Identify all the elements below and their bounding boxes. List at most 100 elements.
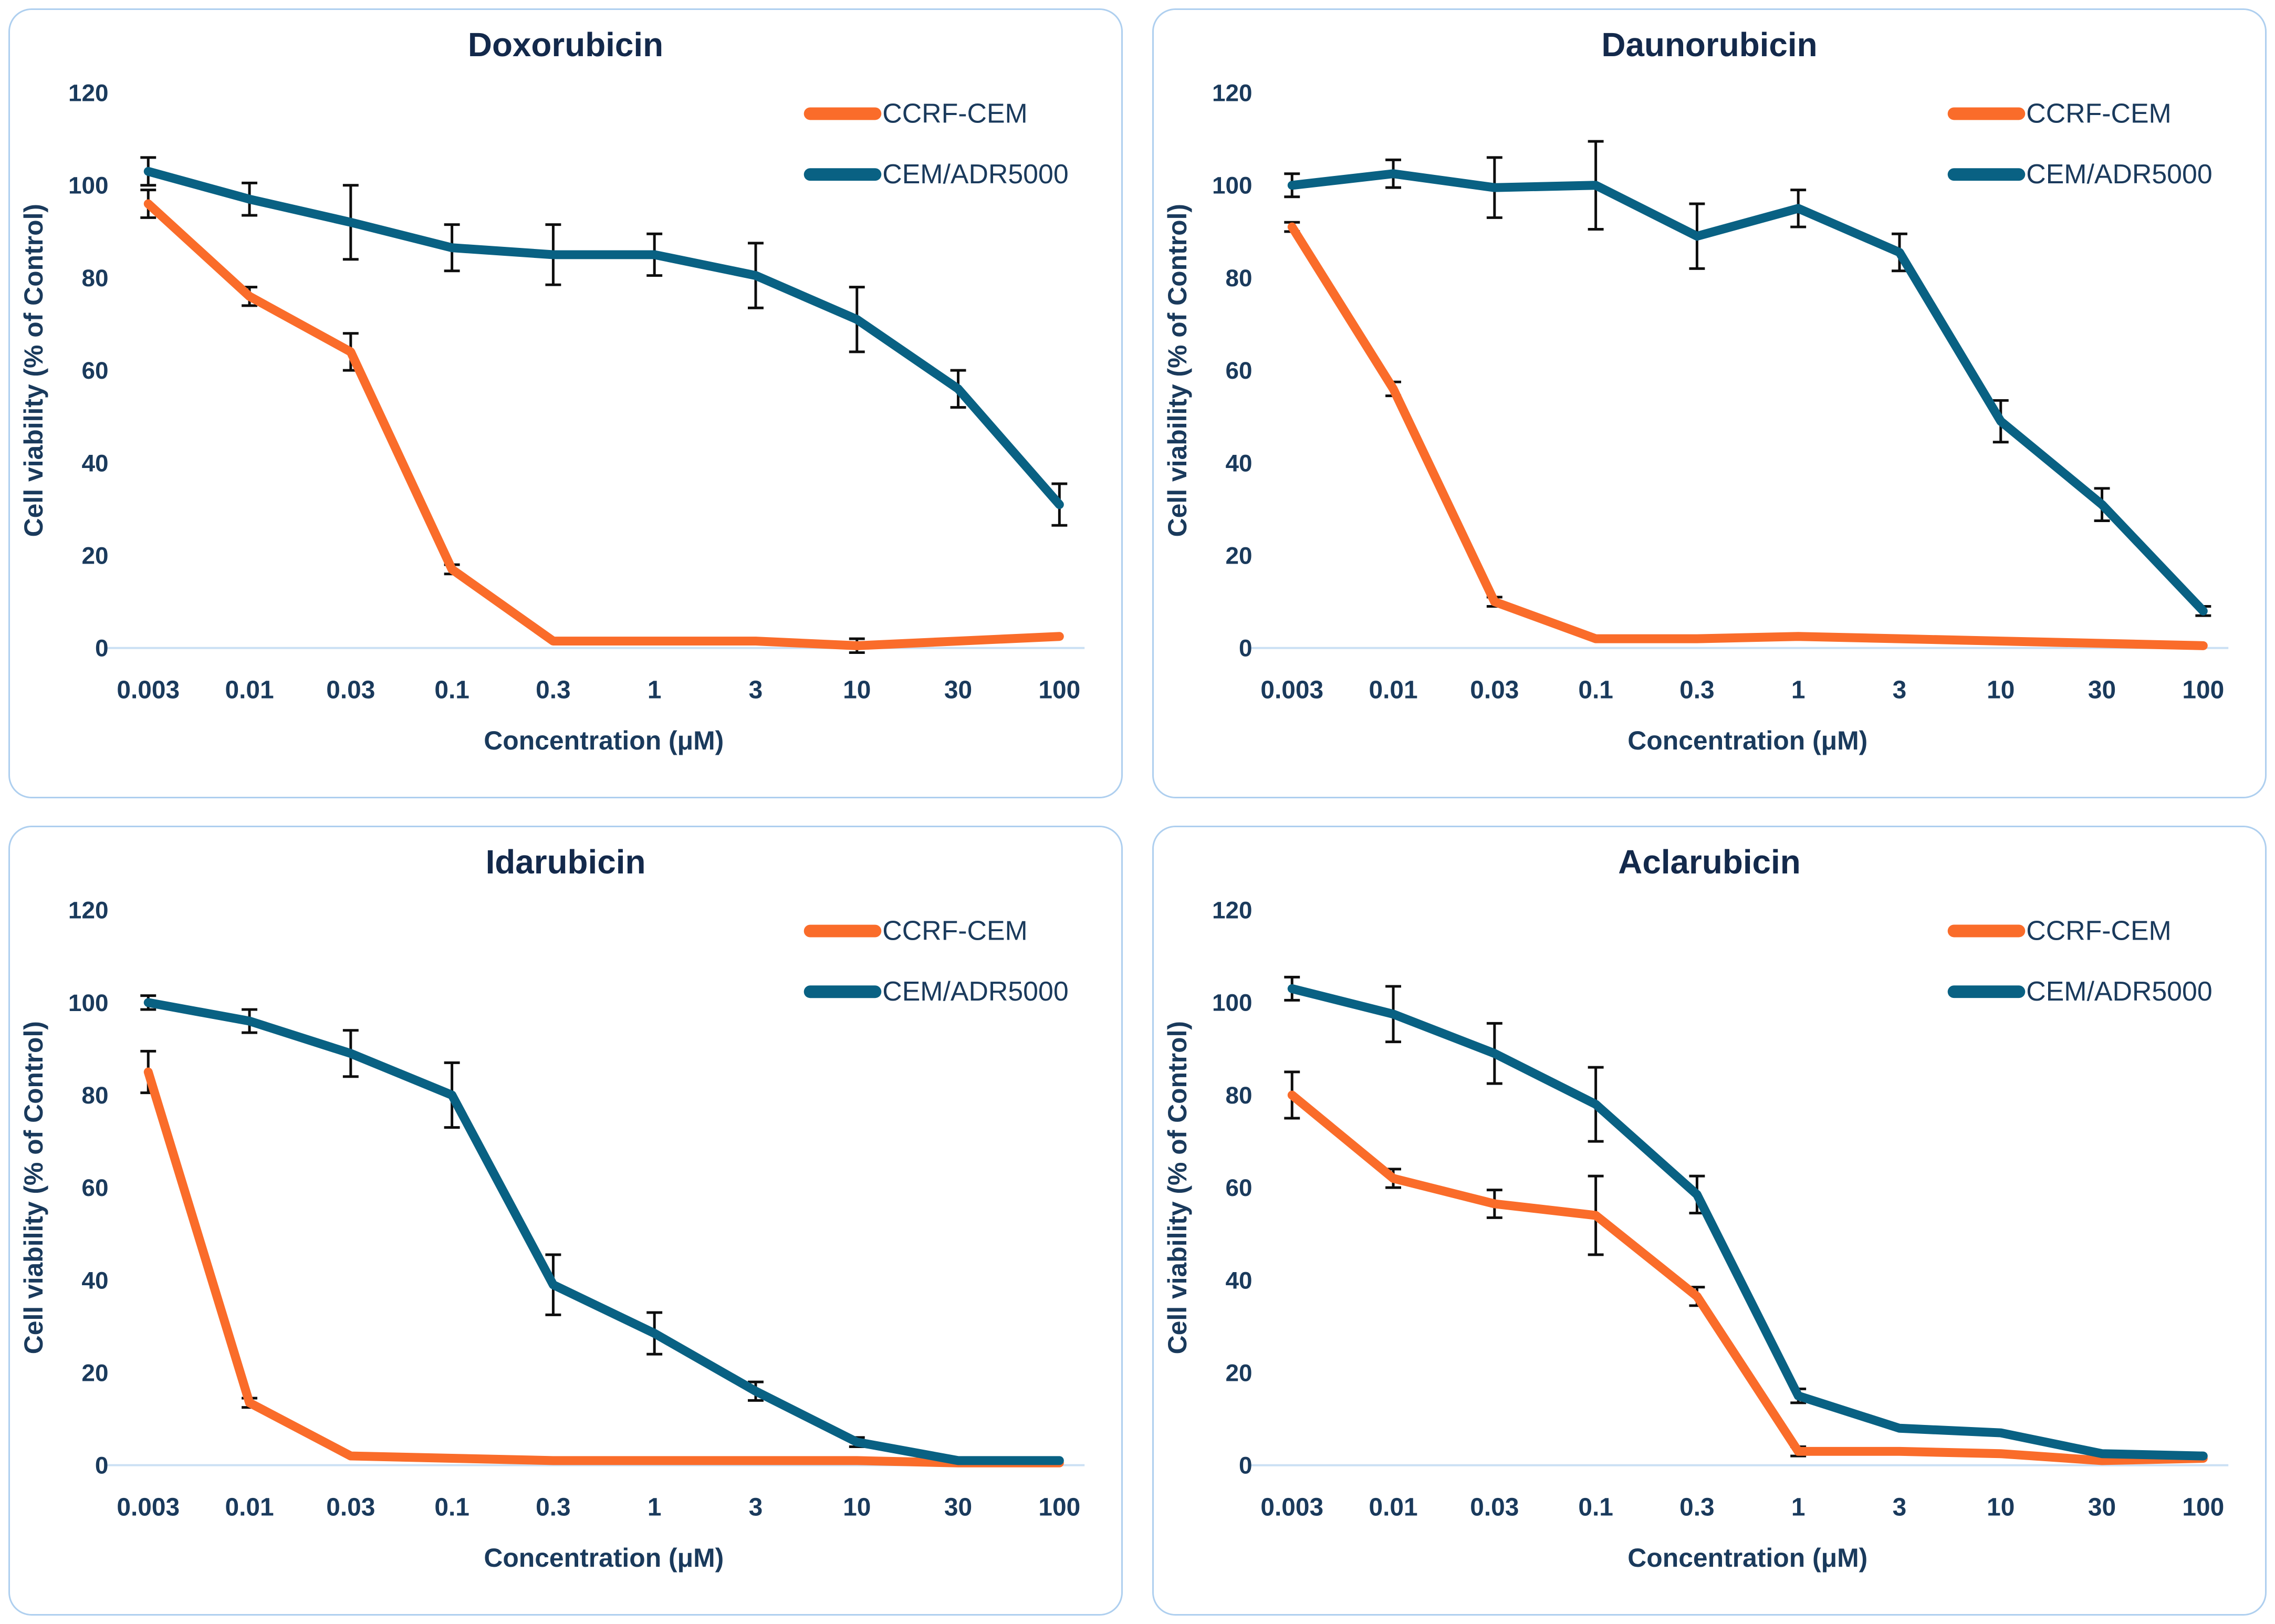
x-tick-label: 30 [944,676,972,704]
chart-idarubicin: Idarubicin 0 20 40 60 80 100 120 0.003 0.01 0.03 0.… [19,843,1085,1573]
x-tick-label: 0.01 [1369,1493,1417,1521]
y-tick-label: 60 [81,1174,108,1201]
series-line-cem-adr5000 [1287,984,2208,1461]
legend-label: CCRF-CEM [882,98,1027,128]
x-tick-label: 3 [749,1493,763,1521]
y-tick-label: 0 [95,634,109,662]
x-tick-label: 0.003 [1260,1493,1323,1521]
y-tick-label: 80 [1225,1081,1252,1109]
chart-doxorubicin: Doxorubicin 0 20 40 60 80 100 120 0.003 0.01 0.03 0… [19,26,1085,755]
x-tick-label: 100 [2182,1493,2224,1521]
y-tick-label: 80 [1225,264,1252,292]
y-axis-label: Cell viability (% of Control) [19,1021,48,1354]
x-tick-label: 0.03 [326,1493,375,1521]
chart-panel-daunorubicin: Daunorubicin 0 20 40 60 80 100 120 0.003 0.01 0.03… [1152,8,2267,798]
y-axis-label: Cell viability (% of Control) [19,204,48,537]
y-tick-label: 80 [81,264,108,292]
x-tick-label: 0.003 [1260,676,1323,704]
y-tick-label: 60 [1225,357,1252,384]
x-tick-label: 0.3 [1679,676,1715,704]
chart-title: Aclarubicin [1618,843,1800,881]
x-tick-label: 0.3 [536,676,571,704]
x-tick-label: 30 [2088,1493,2116,1521]
x-axis-label: Concentration (μM) [484,1543,724,1573]
series-line-ccrf-cem [1287,1090,2208,1465]
chart-aclarubicin: Aclarubicin 0 20 40 60 80 100 120 0.003 0.01 0.03 0… [1163,843,2229,1573]
legend-label: CEM/ADR5000 [2026,976,2212,1006]
x-tick-label: 10 [843,1493,871,1521]
legend-label: CEM/ADR5000 [882,159,1068,189]
x-tick-label: 10 [1987,676,2015,704]
x-tick-label: 100 [2182,676,2224,704]
chart-title: Idarubicin [486,843,646,881]
y-tick-label: 40 [81,449,108,476]
x-tick-label: 3 [1893,1493,1907,1521]
x-tick-label: 0.1 [1578,1493,1613,1521]
x-tick-label: 3 [749,676,763,704]
chart-panel-idarubicin: Idarubicin 0 20 40 60 80 100 120 0.003 0.01 0.03 0.… [8,826,1123,1616]
chart-panel-doxorubicin: Doxorubicin 0 20 40 60 80 100 120 0.003 0.01 0.03 0… [8,8,1123,798]
x-axis-label: Concentration (μM) [1627,1543,1867,1573]
series-line-cem-adr5000 [143,166,1064,509]
legend-label: CCRF-CEM [2026,98,2171,128]
x-axis-label: Concentration (μM) [1627,726,1867,755]
chart-title: Daunorubicin [1601,26,1817,64]
x-tick-label: 0.03 [326,676,375,704]
x-tick-label: 30 [944,1493,972,1521]
x-tick-label: 1 [1791,676,1806,704]
chart-title: Doxorubicin [468,26,663,64]
x-tick-label: 10 [843,676,871,704]
y-tick-label: 20 [81,542,108,569]
y-tick-label: 0 [95,1452,109,1479]
y-tick-label: 40 [81,1266,108,1294]
x-tick-label: 0.1 [434,1493,469,1521]
series-line-ccrf-cem [143,1067,1064,1467]
x-tick-label: 30 [2088,676,2116,704]
y-tick-label: 20 [81,1359,108,1386]
x-tick-label: 0.03 [1470,1493,1519,1521]
x-tick-label: 0.003 [117,676,180,704]
x-tick-label: 1 [648,676,662,704]
chart-daunorubicin: Daunorubicin 0 20 40 60 80 100 120 0.003 0.01 0.03… [1163,26,2229,755]
series-line-cem-adr5000 [143,998,1064,1465]
y-tick-label: 40 [1225,449,1252,476]
y-tick-label: 0 [1239,634,1253,662]
x-tick-label: 0.01 [225,676,274,704]
series-line-cem-adr5000 [1287,169,2208,616]
y-tick-label: 120 [68,897,109,924]
y-tick-label: 120 [68,79,109,107]
y-tick-label: 80 [81,1081,108,1109]
x-tick-label: 1 [1791,1493,1806,1521]
series-line-ccrf-cem [1287,222,2208,650]
x-tick-label: 100 [1038,676,1080,704]
y-axis-label: Cell viability (% of Control) [1163,204,1192,537]
y-tick-label: 60 [1225,1174,1252,1201]
legend-label: CCRF-CEM [2026,915,2171,945]
x-tick-label: 100 [1038,1493,1080,1521]
x-tick-label: 0.3 [536,1493,571,1521]
y-tick-label: 0 [1239,1452,1253,1479]
x-tick-label: 0.1 [434,676,469,704]
y-tick-label: 120 [1212,897,1253,924]
x-tick-label: 3 [1893,676,1907,704]
x-tick-label: 1 [648,1493,662,1521]
y-tick-label: 60 [81,357,108,384]
y-tick-label: 20 [1225,542,1252,569]
y-tick-label: 100 [68,172,109,199]
x-tick-label: 0.3 [1679,1493,1715,1521]
y-tick-label: 100 [1212,172,1253,199]
y-tick-label: 100 [1212,989,1253,1016]
x-tick-label: 0.01 [225,1493,274,1521]
y-tick-label: 120 [1212,79,1253,107]
y-axis-label: Cell viability (% of Control) [1163,1021,1192,1354]
legend-label: CCRF-CEM [882,915,1027,946]
legend-label: CEM/ADR5000 [2026,159,2212,189]
x-axis-label: Concentration (μM) [484,726,724,755]
x-tick-label: 0.03 [1470,676,1519,704]
x-tick-label: 0.01 [1369,676,1417,704]
y-tick-label: 20 [1225,1359,1252,1387]
y-tick-label: 40 [1225,1266,1252,1294]
x-tick-label: 0.003 [117,1493,180,1521]
x-tick-label: 10 [1987,1493,2015,1521]
